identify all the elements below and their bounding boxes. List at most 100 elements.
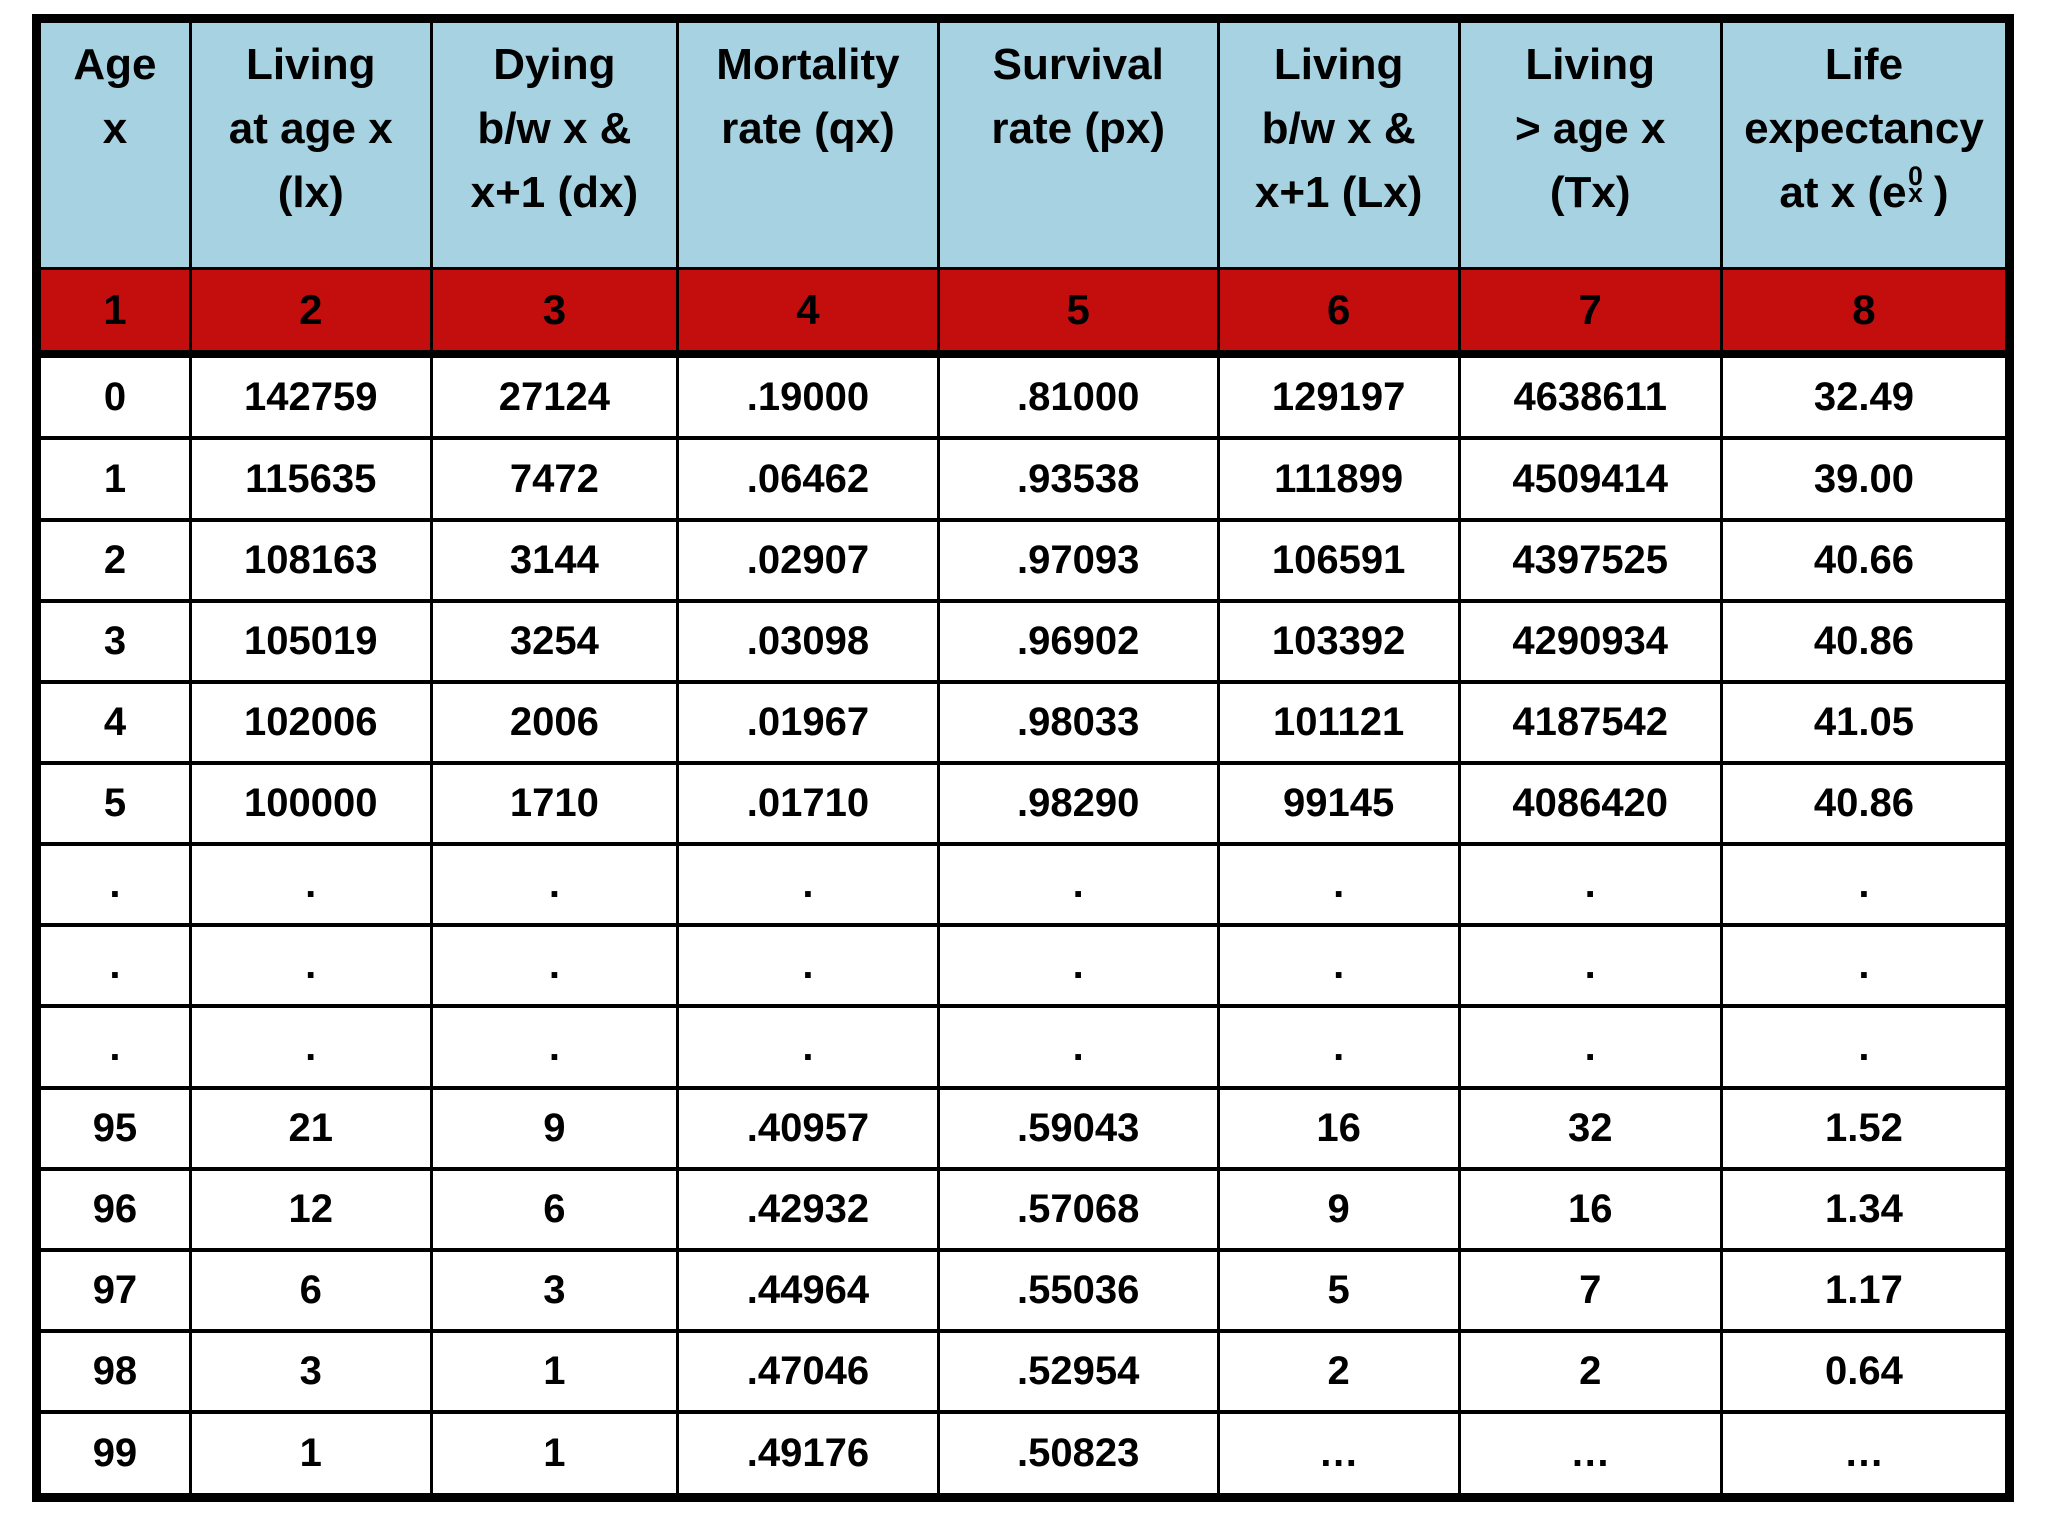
cell-r5-c6: 99145 (1216, 761, 1461, 847)
table-row-5: 5 100000 1710.01710.98290 99145 4086420 40.86 (35, 761, 2012, 847)
cell-r8-c7: . (1457, 1004, 1723, 1090)
cell-r9-c4: .40957 (676, 1085, 940, 1171)
cell-r10-c3: 6 (429, 1166, 680, 1252)
cell-r3-c1: 3 (35, 598, 192, 684)
cell-r9-c8: 1.52 (1719, 1085, 2012, 1171)
cell-r11-c4: .44964 (676, 1247, 940, 1334)
cell-r5-c4: .01710 (676, 761, 940, 847)
column-number-6: 6 (1216, 267, 1461, 358)
cell-r10-c8: 1.34 (1719, 1166, 2012, 1252)
cell-r12-c4: .47046 (676, 1328, 940, 1415)
table-row-9: 95 21 9.40957.59043 16 32 1.52 (35, 1085, 2012, 1171)
cell-r8-c1: . (35, 1004, 192, 1090)
life-table: Age x Living at age x (lx) Dying b/w x & x+1 (d… (32, 14, 2014, 1502)
cell-r8-c6: . (1216, 1004, 1461, 1090)
cell-r1-c2: 115635 (188, 436, 433, 522)
cell-r6-c7: . (1457, 842, 1723, 928)
header-cell-col3: Dying b/w x & x+1 (dx) (429, 16, 680, 270)
table-row-8: ........ (35, 1004, 2012, 1090)
header-cell-col6: Living b/w x & x+1 (Lx) (1216, 16, 1461, 270)
cell-r3-c7: 4290934 (1457, 598, 1723, 684)
cell-r0-c7: 4638611 (1457, 351, 1723, 441)
cell-r13-c8: … (1719, 1410, 2012, 1500)
column-number-7: 7 (1457, 267, 1723, 358)
cell-r11-c5: .55036 (936, 1247, 1220, 1334)
table-row-7: ........ (35, 923, 2012, 1009)
cell-r1-c3: 7472 (429, 436, 680, 522)
table-row-0: 0 142759 27124.19000.81000 129197 4638611 32.… (35, 351, 2012, 441)
cell-r9-c6: 16 (1216, 1085, 1461, 1171)
cell-r8-c8: . (1719, 1004, 2012, 1090)
table-row-6: ........ (35, 842, 2012, 928)
cell-r0-c8: 32.49 (1719, 351, 2012, 441)
cell-r6-c2: . (188, 842, 433, 928)
cell-r4-c5: .98033 (936, 679, 1220, 766)
cell-r1-c1: 1 (35, 436, 192, 522)
cell-r11-c3: 3 (429, 1247, 680, 1334)
cell-r13-c4: .49176 (676, 1410, 940, 1500)
column-number-4: 4 (676, 267, 940, 358)
cell-r10-c1: 96 (35, 1166, 192, 1252)
cell-r3-c5: .96902 (936, 598, 1220, 684)
cell-r2-c6: 106591 (1216, 517, 1461, 603)
cell-r3-c8: 40.86 (1719, 598, 2012, 684)
header-cell-col1: Age x (35, 16, 192, 270)
cell-r9-c2: 21 (188, 1085, 433, 1171)
cell-r0-c6: 129197 (1216, 351, 1461, 441)
cell-r2-c1: 2 (35, 517, 192, 603)
cell-r7-c7: . (1457, 923, 1723, 1009)
cell-r5-c8: 40.86 (1719, 761, 2012, 847)
cell-r9-c5: .59043 (936, 1085, 1220, 1171)
cell-r7-c3: . (429, 923, 680, 1009)
cell-r11-c7: 7 (1457, 1247, 1723, 1334)
cell-r0-c4: .19000 (676, 351, 940, 441)
cell-r12-c1: 98 (35, 1328, 192, 1415)
table-row-12: 98 3 1.47046.52954 2 2 0.64 (35, 1328, 2012, 1415)
cell-r13-c7: … (1457, 1410, 1723, 1500)
cell-r2-c2: 108163 (188, 517, 433, 603)
cell-r1-c4: .06462 (676, 436, 940, 522)
cell-r0-c3: 27124 (429, 351, 680, 441)
cell-r7-c5: . (936, 923, 1220, 1009)
cell-r5-c1: 5 (35, 761, 192, 847)
cell-r11-c2: 6 (188, 1247, 433, 1334)
cell-r1-c7: 4509414 (1457, 436, 1723, 522)
table-row-1: 1 115635 7472.06462.93538 111899 4509414 39.0… (35, 436, 2012, 522)
cell-r13-c1: 99 (35, 1410, 192, 1500)
cell-r7-c8: . (1719, 923, 2012, 1009)
header-cell-col7: Living > age x (Tx) (1457, 16, 1723, 270)
cell-r12-c5: .52954 (936, 1328, 1220, 1415)
table-row-11: 97 6 3.44964.55036 5 7 1.17 (35, 1247, 2012, 1334)
column-number-5: 5 (936, 267, 1220, 358)
cell-r8-c5: . (936, 1004, 1220, 1090)
cell-r6-c8: . (1719, 842, 2012, 928)
cell-r12-c3: 1 (429, 1328, 680, 1415)
cell-r0-c5: .81000 (936, 351, 1220, 441)
cell-r10-c7: 16 (1457, 1166, 1723, 1252)
cell-r1-c6: 111899 (1216, 436, 1461, 522)
header-cell-col4: Mortality rate (qx) (676, 16, 940, 270)
column-number-2: 2 (188, 267, 433, 358)
cell-r6-c1: . (35, 842, 192, 928)
table-row-4: 4 102006 2006.01967.98033 101121 4187542 41.0… (35, 679, 2012, 766)
table-row-2: 2 108163 3144.02907.97093 106591 4397525 40.6… (35, 517, 2012, 603)
table-body: 0 142759 27124.19000.81000 129197 4638611 32.… (35, 351, 2012, 1500)
cell-r0-c2: 142759 (188, 351, 433, 441)
cell-r7-c1: . (35, 923, 192, 1009)
cell-r12-c6: 2 (1216, 1328, 1461, 1415)
cell-r3-c3: 3254 (429, 598, 680, 684)
cell-r1-c8: 39.00 (1719, 436, 2012, 522)
cell-r4-c6: 101121 (1216, 679, 1461, 766)
table-head: Age x Living at age x (lx) Dying b/w x & x+1 (d… (35, 16, 2012, 358)
cell-r8-c4: . (676, 1004, 940, 1090)
cell-r0-c1: 0 (35, 351, 192, 441)
cell-r4-c8: 41.05 (1719, 679, 2012, 766)
cell-r6-c4: . (676, 842, 940, 928)
cell-r2-c8: 40.66 (1719, 517, 2012, 603)
cell-r9-c3: 9 (429, 1085, 680, 1171)
cell-r8-c2: . (188, 1004, 433, 1090)
cell-r7-c4: . (676, 923, 940, 1009)
cell-r4-c4: .01967 (676, 679, 940, 766)
